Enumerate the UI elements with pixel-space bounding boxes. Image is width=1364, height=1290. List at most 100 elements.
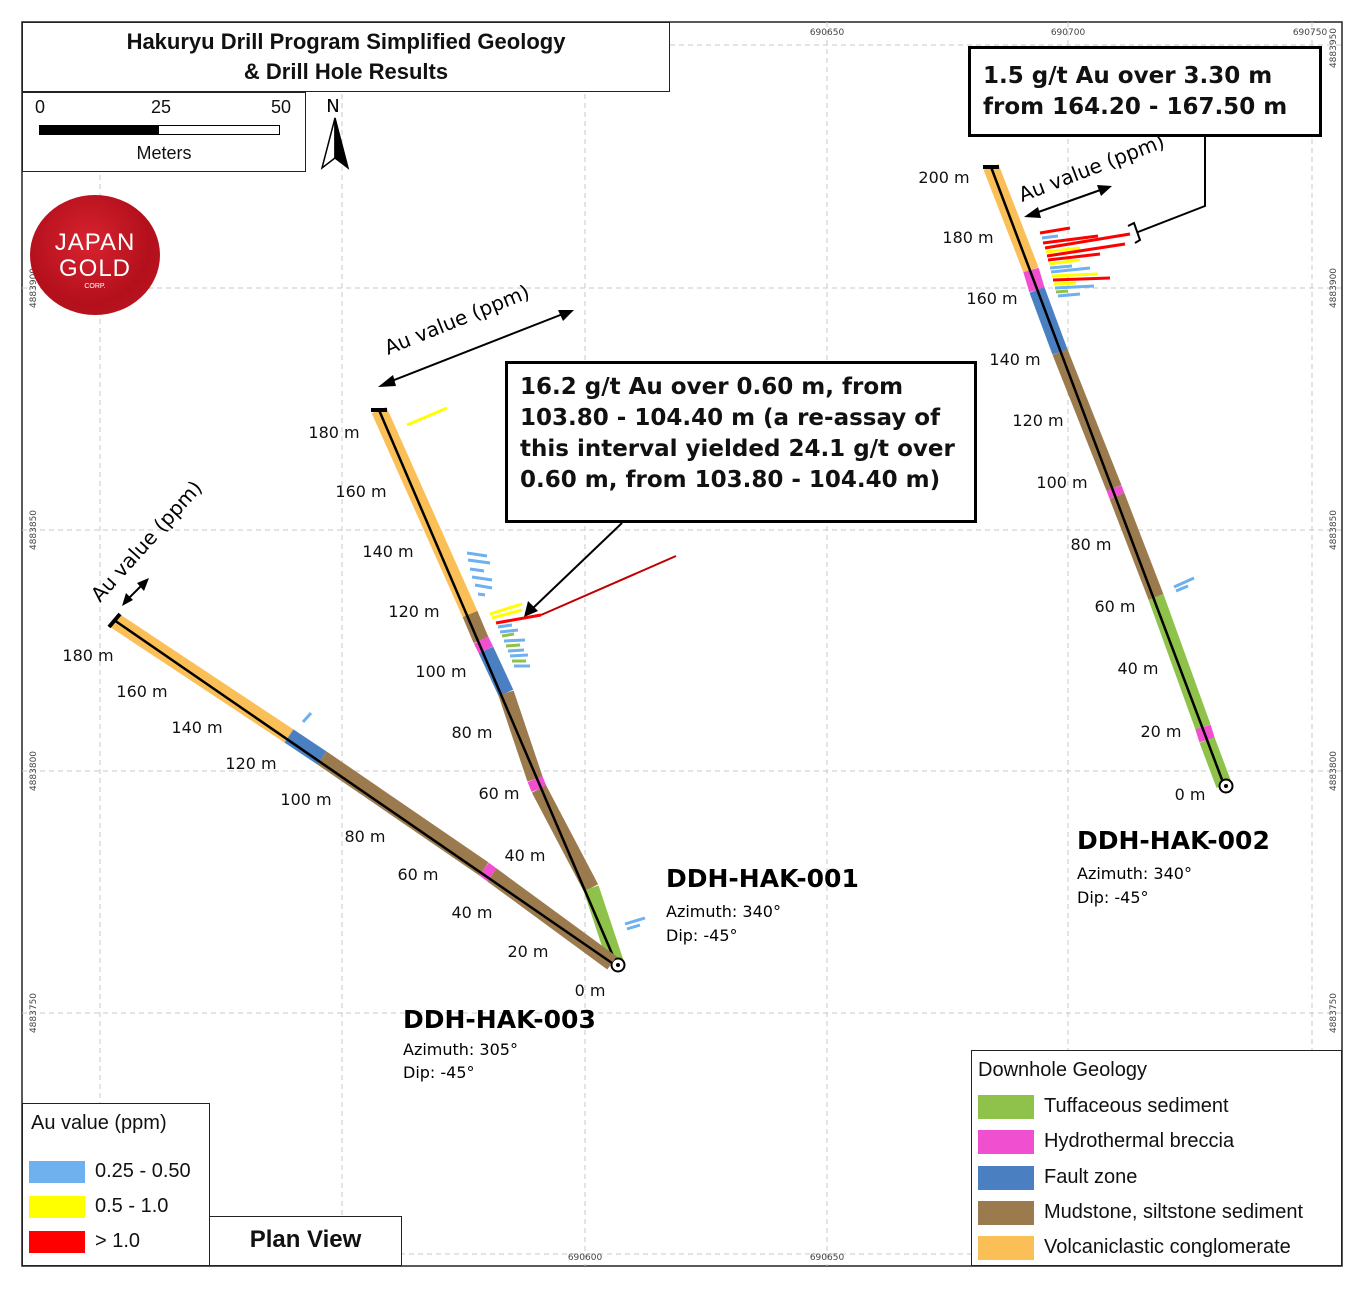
depth-label: 100 m [1036, 473, 1087, 492]
scale-tick-50: 50 [271, 97, 292, 117]
grid-label-right: 4883750 [1329, 993, 1339, 1033]
depth-label: 20 m [1140, 722, 1181, 741]
depth-label: 180 m [942, 228, 993, 247]
legend-swatch [29, 1161, 85, 1183]
legend-label: 0.5 - 1.0 [95, 1195, 169, 1217]
grid-label-bottom: 690650 [810, 1253, 845, 1263]
grid-label-left: 4883900 [29, 268, 39, 308]
grid-label-right: 4883900 [1329, 268, 1339, 308]
legend-label: > 1.0 [95, 1230, 141, 1252]
drill-hole-hak-001 [371, 406, 624, 966]
callout-hak-002: 1.5 g/t Au over 3.30 m from 164.20 - 167… [968, 46, 1322, 137]
hole-azimuth: Azimuth: 305° [403, 1040, 518, 1059]
scale-bar-black [39, 125, 159, 135]
depth-label: 40 m [504, 846, 545, 865]
scale-units: Meters [136, 143, 192, 163]
legend-downhole-geology: Downhole Geology Tuffaceous sediment Hyd… [971, 1050, 1342, 1266]
legend-swatch [978, 1166, 1034, 1190]
depth-label: 40 m [1117, 659, 1158, 678]
depth-label: 80 m [1070, 535, 1111, 554]
collar-icon [610, 957, 626, 973]
assay-bars-hak-003 [301, 712, 313, 723]
legend-label: 0.25 - 0.50 [95, 1160, 191, 1182]
callout-line: from 164.20 - 167.50 m [983, 94, 1288, 120]
legend-swatch [29, 1231, 85, 1253]
grid-label-right: 4883950 [1329, 28, 1339, 68]
legend-swatch [978, 1236, 1034, 1260]
legend-au-value: Au value (ppm) 0.25 - 0.50 0.5 - 1.0 > 1… [22, 1103, 210, 1266]
hole-azimuth: Azimuth: 340° [1077, 864, 1192, 883]
grid-label-top: 690700 [1051, 28, 1086, 38]
drill-hole-hak-003 [107, 612, 617, 970]
assay-bars-hak-002 [1039, 226, 1195, 593]
depth-label: 140 m [989, 350, 1040, 369]
callout-hak-001: 16.2 g/t Au over 0.60 m, from 103.80 - 1… [505, 361, 977, 523]
legend-label: Tuffaceous sediment [1044, 1095, 1229, 1117]
depth-label: 80 m [451, 723, 492, 742]
depth-label: 160 m [335, 482, 386, 501]
hole-id-hak-003: DDH-HAK-003 [403, 1005, 596, 1034]
drill-hole-hak-002 [983, 164, 1232, 788]
grid-label-right: 4883800 [1329, 751, 1339, 791]
depth-label: 120 m [225, 754, 276, 773]
callout-line: 0.60 m, from 103.80 - 104.40 m) [520, 467, 941, 493]
map-title: Hakuryu Drill Program Simplified Geology… [22, 22, 670, 92]
callout-leader-hak-002 [1127, 137, 1206, 244]
scale-tick-0: 0 [35, 97, 46, 117]
collar-icon [1218, 778, 1234, 794]
north-arrow-icon: N [320, 96, 350, 170]
legend-au-header: Au value (ppm) [31, 1112, 167, 1134]
callout-line: this interval yielded 24.1 g/t over [520, 436, 955, 462]
japan-gold-logo: JAPAN GOLD CORP. [30, 195, 160, 315]
grid-label-left: 4883850 [29, 510, 39, 550]
legend-geology-header: Downhole Geology [978, 1059, 1147, 1081]
depth-label: 160 m [116, 682, 167, 701]
grid-label-left: 4883800 [29, 751, 39, 791]
depth-label: 100 m [415, 662, 466, 681]
legend-label: Mudstone, siltstone sediment [1044, 1201, 1304, 1223]
depth-label: 0 m [1175, 785, 1206, 804]
plan-view-label: Plan View [209, 1216, 402, 1266]
hole-id-hak-001: DDH-HAK-001 [666, 864, 859, 893]
grid-label-right: 4883850 [1329, 510, 1339, 550]
grid-label-bottom: 690600 [568, 1253, 603, 1263]
legend-label: Hydrothermal breccia [1044, 1130, 1235, 1152]
callout-leader-hak-001 [524, 522, 623, 617]
depth-label: 0 m [575, 981, 606, 1000]
callout-line: 16.2 g/t Au over 0.60 m, from [520, 374, 904, 400]
scale-tick-25: 25 [151, 97, 172, 117]
depth-label: 120 m [1012, 411, 1063, 430]
hole-azimuth: Azimuth: 340° [666, 902, 781, 921]
depth-label: 180 m [62, 646, 113, 665]
depth-label: 160 m [966, 289, 1017, 308]
depth-label: 40 m [451, 903, 492, 922]
depth-label: 20 m [507, 942, 548, 961]
legend-swatch [29, 1196, 85, 1218]
hole-id-hak-002: DDH-HAK-002 [1077, 826, 1270, 855]
grid-label-left: 4883750 [29, 993, 39, 1033]
depth-label: 200 m [918, 168, 969, 187]
title-line-2: & Drill Hole Results [243, 59, 449, 84]
hole-dip: Dip: -45° [403, 1063, 475, 1082]
legend-swatch [978, 1130, 1034, 1154]
depth-label: 60 m [478, 784, 519, 803]
depth-label: 140 m [171, 718, 222, 737]
logo-text-japan: JAPAN [54, 229, 136, 256]
legend-swatch [978, 1201, 1034, 1225]
logo-badge [30, 195, 160, 315]
north-label: N [326, 96, 339, 117]
grid-label-top: 690650 [810, 28, 845, 38]
logo-text-corp: CORP. [84, 283, 106, 290]
title-line-1: Hakuryu Drill Program Simplified Geology [126, 29, 566, 54]
depth-label: 140 m [362, 542, 413, 561]
assay-bars-hak-001 [406, 406, 677, 931]
depth-label: 100 m [280, 790, 331, 809]
depth-label: 180 m [308, 423, 359, 442]
hole-dip: Dip: -45° [666, 926, 738, 945]
depth-label: 120 m [388, 602, 439, 621]
legend-swatch [978, 1095, 1034, 1119]
depth-label: 80 m [344, 827, 385, 846]
legend-label: Fault zone [1044, 1166, 1138, 1188]
legend-label: Volcaniclastic conglomerate [1044, 1236, 1291, 1258]
